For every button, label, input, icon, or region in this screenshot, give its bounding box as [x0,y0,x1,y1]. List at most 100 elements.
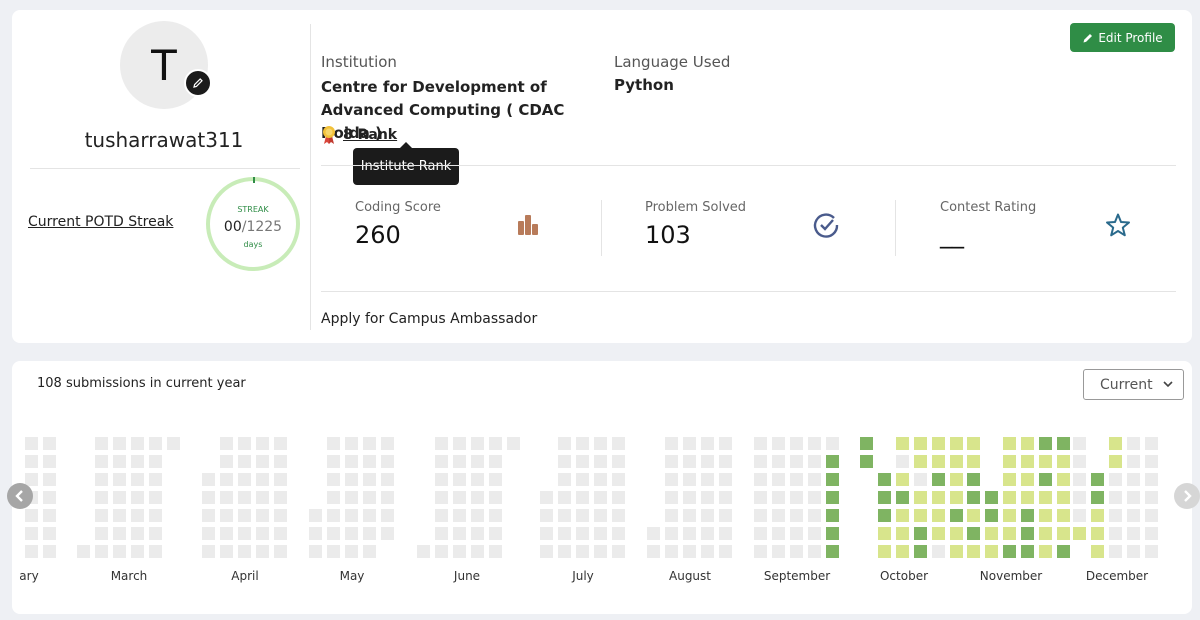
heatmap-day-cell[interactable] [149,491,162,504]
heatmap-day-cell[interactable] [471,545,484,558]
heatmap-day-cell[interactable] [1039,473,1052,486]
heatmap-day-cell[interactable] [896,527,909,540]
heatmap-day-cell[interactable] [701,545,714,558]
heatmap-day-cell[interactable] [274,455,287,468]
heatmap-day-cell[interactable] [381,527,394,540]
heatmap-day-cell[interactable] [701,527,714,540]
heatmap-day-cell[interactable] [256,491,269,504]
heatmap-day-cell[interactable] [131,455,144,468]
heatmap-day-cell[interactable] [1127,491,1140,504]
heatmap-day-cell[interactable] [220,455,233,468]
heatmap-day-cell[interactable] [43,473,56,486]
heatmap-day-cell[interactable] [1021,455,1034,468]
heatmap-day-cell[interactable] [826,473,839,486]
heatmap-day-cell[interactable] [95,491,108,504]
heatmap-day-cell[interactable] [1057,455,1070,468]
heatmap-day-cell[interactable] [826,509,839,522]
heatmap-day-cell[interactable] [363,455,376,468]
heatmap-day-cell[interactable] [701,491,714,504]
heatmap-day-cell[interactable] [719,527,732,540]
heatmap-day-cell[interactable] [1039,455,1052,468]
heatmap-day-cell[interactable] [576,545,589,558]
heatmap-day-cell[interactable] [417,545,430,558]
heatmap-day-cell[interactable] [43,491,56,504]
heatmap-day-cell[interactable] [453,527,466,540]
heatmap-day-cell[interactable] [808,455,821,468]
heatmap-day-cell[interactable] [345,437,358,450]
heatmap-day-cell[interactable] [1039,527,1052,540]
heatmap-day-cell[interactable] [665,455,678,468]
heatmap-day-cell[interactable] [1073,473,1086,486]
heatmap-day-cell[interactable] [950,473,963,486]
heatmap-day-cell[interactable] [985,527,998,540]
heatmap-day-cell[interactable] [1021,473,1034,486]
heatmap-day-cell[interactable] [1003,545,1016,558]
heatmap-day-cell[interactable] [808,509,821,522]
heatmap-day-cell[interactable] [754,545,767,558]
heatmap-day-cell[interactable] [238,545,251,558]
heatmap-day-cell[interactable] [363,509,376,522]
heatmap-day-cell[interactable] [1109,473,1122,486]
heatmap-day-cell[interactable] [1003,473,1016,486]
heatmap-day-cell[interactable] [612,527,625,540]
heatmap-day-cell[interactable] [683,545,696,558]
heatmap-day-cell[interactable] [202,545,215,558]
heatmap-day-cell[interactable] [25,455,38,468]
heatmap-day-cell[interactable] [594,473,607,486]
heatmap-day-cell[interactable] [25,473,38,486]
heatmap-day-cell[interactable] [43,509,56,522]
heatmap-day-cell[interactable] [256,545,269,558]
heatmap-day-cell[interactable] [345,545,358,558]
heatmap-day-cell[interactable] [967,437,980,450]
heatmap-day-cell[interactable] [967,473,980,486]
heatmap-day-cell[interactable] [967,455,980,468]
heatmap-day-cell[interactable] [860,437,873,450]
heatmap-day-cell[interactable] [701,455,714,468]
heatmap-day-cell[interactable] [790,545,803,558]
heatmap-day-cell[interactable] [489,455,502,468]
heatmap-day-cell[interactable] [1091,527,1104,540]
heatmap-day-cell[interactable] [914,545,927,558]
heatmap-day-cell[interactable] [754,437,767,450]
heatmap-day-cell[interactable] [95,509,108,522]
heatmap-day-cell[interactable] [808,545,821,558]
heatmap-day-cell[interactable] [1039,437,1052,450]
heatmap-day-cell[interactable] [238,527,251,540]
heatmap-day-cell[interactable] [95,473,108,486]
heatmap-day-cell[interactable] [1145,527,1158,540]
heatmap-day-cell[interactable] [950,437,963,450]
heatmap-day-cell[interactable] [878,545,891,558]
heatmap-day-cell[interactable] [1145,491,1158,504]
heatmap-day-cell[interactable] [1127,509,1140,522]
heatmap-day-cell[interactable] [683,473,696,486]
heatmap-day-cell[interactable] [345,527,358,540]
heatmap-day-cell[interactable] [220,527,233,540]
heatmap-day-cell[interactable] [1057,527,1070,540]
heatmap-day-cell[interactable] [220,509,233,522]
heatmap-day-cell[interactable] [1145,545,1158,558]
heatmap-day-cell[interactable] [363,491,376,504]
heatmap-day-cell[interactable] [914,455,927,468]
heatmap-day-cell[interactable] [790,527,803,540]
heatmap-day-cell[interactable] [594,437,607,450]
heatmap-day-cell[interactable] [932,455,945,468]
heatmap-day-cell[interactable] [896,491,909,504]
heatmap-day-cell[interactable] [149,473,162,486]
heatmap-day-cell[interactable] [576,473,589,486]
heatmap-day-cell[interactable] [274,437,287,450]
heatmap-day-cell[interactable] [363,545,376,558]
heatmap-day-cell[interactable] [594,527,607,540]
heatmap-day-cell[interactable] [435,473,448,486]
heatmap-day-cell[interactable] [772,455,785,468]
heatmap-day-cell[interactable] [149,527,162,540]
heatmap-day-cell[interactable] [878,473,891,486]
heatmap-day-cell[interactable] [43,545,56,558]
heatmap-day-cell[interactable] [558,509,571,522]
edit-profile-button[interactable]: Edit Profile [1070,23,1175,52]
heatmap-day-cell[interactable] [43,455,56,468]
heatmap-day-cell[interactable] [1127,527,1140,540]
heatmap-day-cell[interactable] [719,509,732,522]
heatmap-day-cell[interactable] [202,509,215,522]
heatmap-day-cell[interactable] [1109,491,1122,504]
heatmap-day-cell[interactable] [131,491,144,504]
